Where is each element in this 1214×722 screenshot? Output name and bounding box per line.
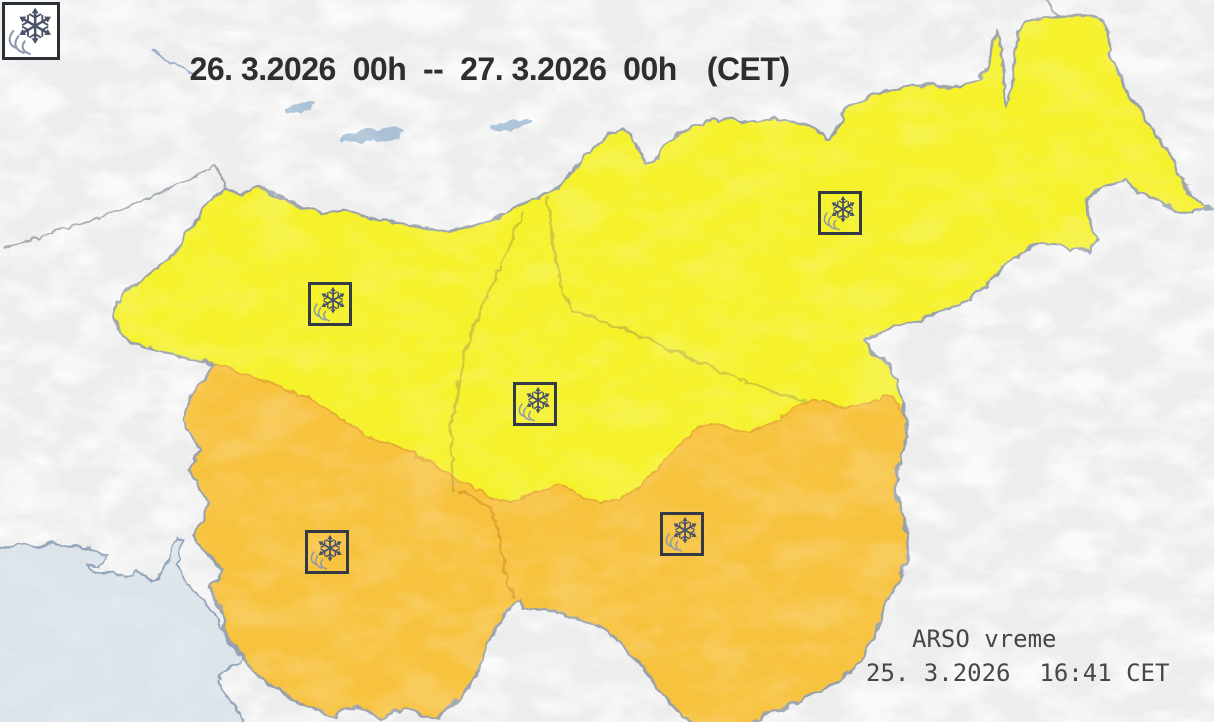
- snow-drifts-warning-marker-southwest: [305, 530, 349, 574]
- snow-drifts-warning-marker-northwest: [308, 282, 352, 326]
- snow-drifts-warning-marker-southeast: [660, 512, 704, 556]
- page-title: 26. 3.2026 00h -- 27. 3.2026 00h (CET): [156, 14, 791, 125]
- validity-period: 26. 3.2026 00h -- 27. 3.2026 00h: [189, 51, 678, 87]
- snow-drifts-warning-marker-northeast: [818, 191, 862, 235]
- snow-drifts-warning-marker-central: [513, 382, 557, 426]
- issued-timestamp: 25. 3.2026 16:41 CET: [866, 659, 1170, 687]
- snow-drifts-legend-icon: [2, 2, 60, 60]
- source-label: ARSO vreme: [912, 625, 1057, 653]
- timezone-label: (CET): [706, 51, 790, 87]
